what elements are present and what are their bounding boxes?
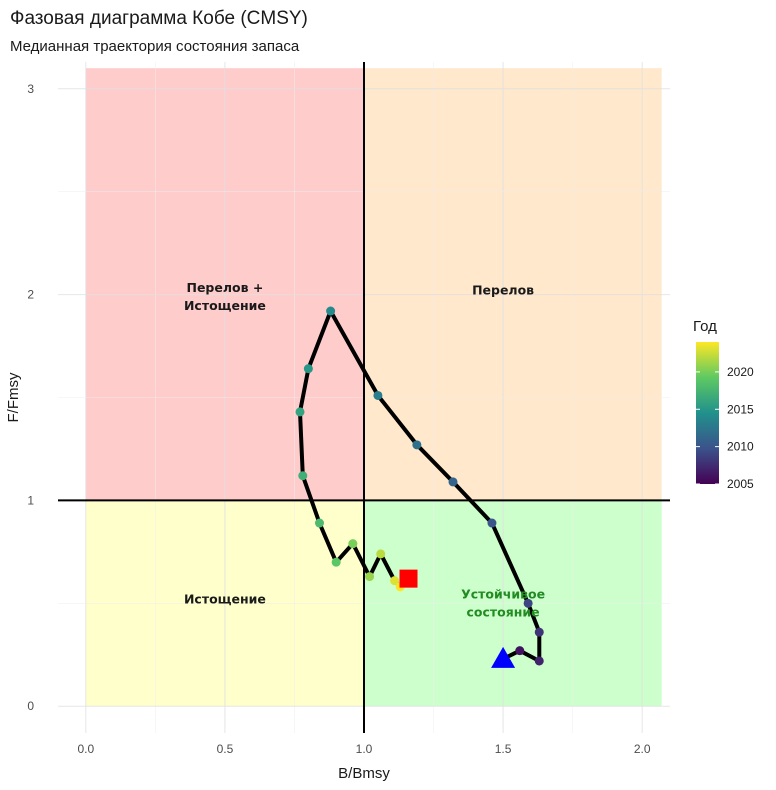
- year-point-2019: [331, 557, 341, 567]
- x-tick-label: 0.0: [77, 742, 94, 756]
- year-point-2010: [487, 518, 497, 528]
- year-point-2017: [298, 471, 308, 481]
- legend-tick-label: 2010: [727, 440, 754, 454]
- start-marker-triangle: [491, 646, 516, 668]
- year-point-2007: [534, 656, 544, 666]
- region-overfishing: [364, 68, 662, 501]
- y-tick-label: 0: [27, 699, 34, 713]
- legend-tick-label: 2015: [727, 402, 754, 416]
- year-point-2013: [373, 390, 383, 400]
- year-point-2021: [365, 572, 375, 582]
- year-point-2012: [412, 440, 422, 450]
- legend-title: Год: [693, 318, 717, 335]
- legend-tick-label: 2005: [727, 477, 754, 491]
- region-label-overfishing: Перелов: [472, 283, 534, 298]
- x-tick-label: 0.5: [217, 742, 234, 756]
- year-point-2011: [448, 477, 458, 487]
- legend-colorbar: [696, 342, 719, 484]
- year-point-2006: [515, 646, 525, 656]
- year-point-2015: [303, 364, 313, 374]
- y-tick-label: 2: [27, 288, 34, 302]
- year-point-2022: [376, 549, 386, 559]
- year-point-2020: [348, 539, 358, 549]
- x-tick-label: 2.0: [634, 742, 651, 756]
- region-label-overfishing_overfished: Перелов + Истощение: [184, 280, 266, 313]
- year-point-2014: [326, 306, 336, 316]
- region-label-sustainable: Устойчивое состояние: [461, 586, 545, 619]
- year-point-2023: [390, 576, 400, 586]
- y-axis-title: F/Fmsy: [5, 372, 22, 422]
- x-tick-label: 1.0: [356, 742, 373, 756]
- year-point-2016: [295, 407, 305, 417]
- y-tick-label: 3: [27, 82, 34, 96]
- x-tick-label: 1.5: [495, 742, 512, 756]
- year-point-2018: [314, 518, 324, 528]
- y-tick-label: 1: [27, 493, 34, 507]
- legend-tick-label: 2020: [727, 365, 754, 379]
- region-label-overfished: Истощение: [184, 591, 266, 606]
- chart-title: Фазовая диаграмма Кобе (CMSY): [10, 8, 308, 29]
- x-axis-title: B/Bmsy: [338, 765, 390, 782]
- chart-subtitle: Медианная траектория состояния запаса: [10, 38, 300, 55]
- year-point-2009: [523, 598, 533, 608]
- end-marker-square: [399, 569, 418, 588]
- year-point-2008: [534, 627, 544, 637]
